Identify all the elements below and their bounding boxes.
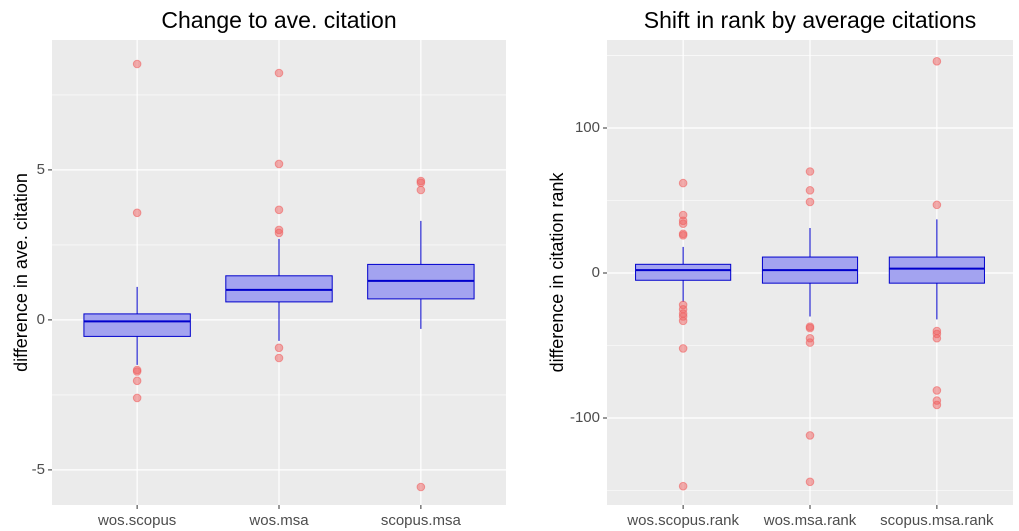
- outlier: [132, 208, 142, 218]
- y-tick-label: 5: [37, 161, 45, 178]
- outlier: [932, 400, 942, 410]
- x-tick-label: wos.scopus.rank: [626, 512, 739, 529]
- chart-title: Change to ave. citation: [161, 7, 396, 33]
- outlier: [805, 477, 815, 487]
- box: [888, 256, 985, 284]
- outlier: [678, 344, 688, 353]
- y-tick-label: -100: [570, 409, 600, 426]
- y-tick-label: 0: [592, 264, 600, 281]
- x-tick-label: wos.msa.rank: [763, 512, 857, 529]
- outlier: [932, 57, 942, 66]
- outlier: [932, 333, 942, 343]
- outlier: [132, 376, 142, 386]
- outlier: [805, 167, 815, 176]
- y-tick-label: -5: [32, 461, 45, 478]
- chart-title: Shift in rank by average citations: [644, 7, 976, 33]
- y-axis-label: difference in ave. citation: [11, 173, 31, 372]
- outlier: [678, 481, 688, 491]
- box: [225, 275, 333, 303]
- outlier: [274, 228, 284, 238]
- outlier: [274, 159, 284, 169]
- outlier: [678, 178, 688, 188]
- x-tick-label: wos.scopus: [97, 512, 176, 529]
- y-tick-label: 0: [37, 311, 45, 328]
- outlier: [805, 431, 815, 440]
- outlier: [274, 68, 284, 78]
- outlier: [932, 386, 942, 395]
- outlier: [274, 343, 284, 353]
- outlier: [805, 186, 815, 195]
- x-tick-label: scopus.msa.rank: [880, 512, 994, 529]
- box: [83, 313, 191, 337]
- outlier: [132, 393, 142, 403]
- outlier: [805, 338, 815, 347]
- outlier: [416, 178, 426, 188]
- outlier: [416, 185, 426, 195]
- y-axis-label: difference in citation rank: [547, 172, 567, 373]
- box: [635, 263, 732, 281]
- outlier: [678, 231, 688, 240]
- y-tick-label: 100: [575, 119, 600, 136]
- outlier: [132, 367, 142, 376]
- outlier: [805, 197, 815, 207]
- x-tick-label: wos.msa: [248, 512, 309, 529]
- outlier: [678, 316, 688, 326]
- x-tick-label: scopus.msa: [381, 512, 462, 529]
- outlier: [932, 200, 942, 210]
- outlier: [678, 219, 688, 229]
- outlier: [132, 59, 142, 69]
- outlier: [416, 482, 426, 492]
- outlier: [274, 205, 284, 215]
- outlier: [274, 353, 284, 363]
- outlier: [805, 323, 815, 333]
